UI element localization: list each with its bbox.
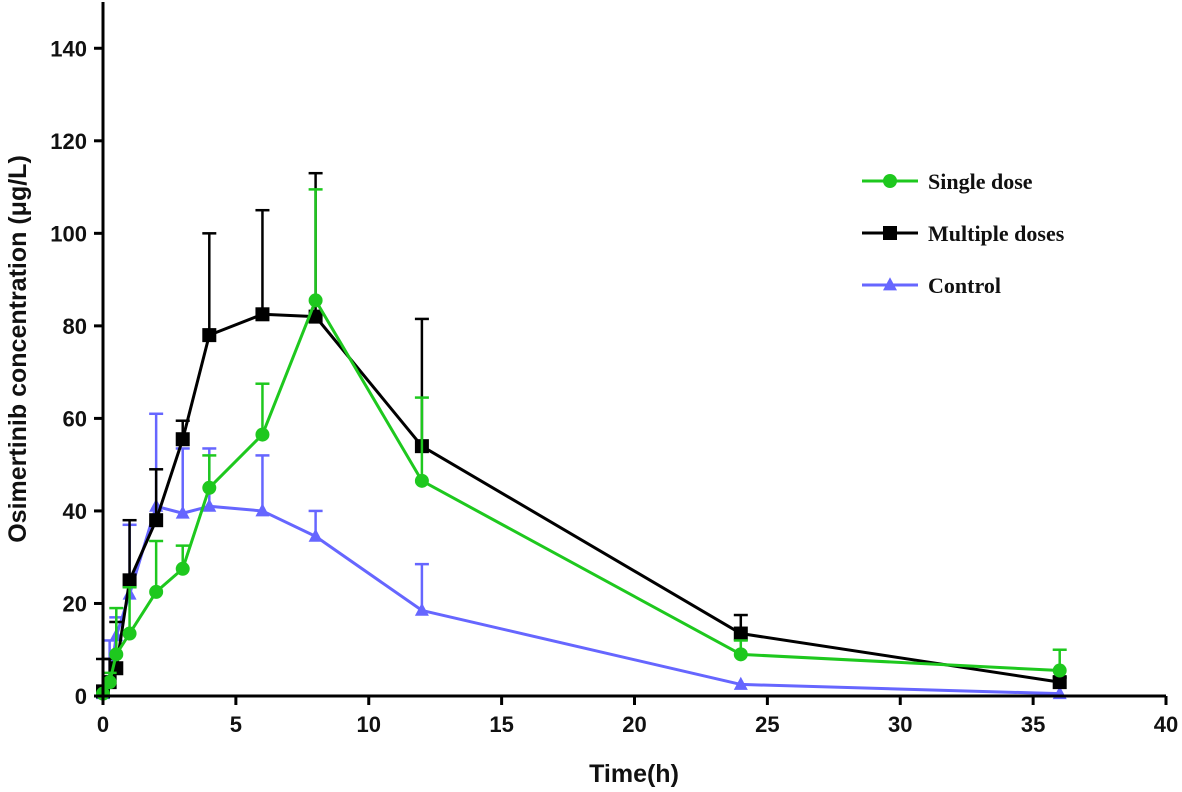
point-0-7 [255, 427, 270, 442]
x-tick-label-0: 0 [97, 712, 109, 737]
x-tick-label-6: 30 [888, 712, 912, 737]
point-1-6 [202, 328, 217, 343]
x-tick-label-4: 20 [622, 712, 646, 737]
x-tick-label-2: 10 [357, 712, 381, 737]
x-tick-label-8: 40 [1154, 712, 1178, 737]
point-0-4 [149, 584, 164, 599]
point-0-1 [102, 675, 117, 690]
series-line-2 [101, 504, 1060, 696]
point-0-2 [109, 647, 124, 662]
x-tick-label-1: 5 [230, 712, 242, 737]
point-2-5 [175, 505, 190, 519]
point-0-3 [122, 626, 137, 641]
ticks-layer: 0 5 10 15 20 25 30 35 40 0 20 40 60 80 100 120 140 [50, 36, 1178, 737]
y-tick-label-7: 140 [50, 36, 87, 61]
point-1-10 [733, 626, 748, 641]
point-0-9 [414, 473, 429, 488]
series-layer [96, 171, 1067, 701]
series-line-1 [101, 312, 1060, 693]
point-2-6 [202, 498, 217, 512]
point-0-5 [175, 561, 190, 576]
legend-marker-2 [883, 277, 897, 291]
y-axis-title: Osimertinib concentration (μg/L) [4, 155, 32, 543]
point-1-4 [149, 513, 164, 528]
point-0-11 [1052, 663, 1067, 678]
y-tick-label-3: 60 [63, 406, 87, 431]
y-tick-label-4: 80 [63, 314, 87, 339]
point-2-10 [733, 676, 748, 690]
point-0-8 [308, 293, 323, 308]
point-1-7 [255, 307, 270, 322]
point-1-3 [122, 573, 137, 588]
point-2-9 [414, 602, 429, 616]
point-0-6 [202, 480, 217, 495]
axes-layer [101, 2, 1166, 698]
x-axis-title: Time(h) [589, 760, 679, 788]
x-tick-label-3: 15 [489, 712, 513, 737]
x-tick-label-5: 25 [755, 712, 779, 737]
y-tick-label-0: 0 [75, 684, 87, 709]
y-tick-label-5: 100 [50, 221, 87, 246]
legend-label-1: Multiple doses [928, 221, 1065, 246]
series-1 [96, 171, 1067, 699]
series-line-0 [101, 298, 1060, 695]
legend-marker-0 [883, 174, 897, 188]
x-tick-label-7: 35 [1021, 712, 1045, 737]
legend-marker-1 [883, 226, 897, 240]
point-2-8 [308, 528, 323, 542]
legend-label-0: Single dose [928, 169, 1033, 194]
series-0 [96, 188, 1067, 701]
point-0-10 [733, 647, 748, 662]
y-tick-label-2: 40 [63, 499, 87, 524]
point-1-11 [1052, 675, 1067, 690]
legend: Single dose Multiple doses Control [862, 169, 1065, 298]
point-2-7 [255, 503, 270, 517]
point-1-5 [175, 432, 190, 447]
legend-label-2: Control [928, 273, 1001, 298]
y-tick-label-1: 20 [63, 591, 87, 616]
y-tick-label-6: 120 [50, 129, 87, 154]
